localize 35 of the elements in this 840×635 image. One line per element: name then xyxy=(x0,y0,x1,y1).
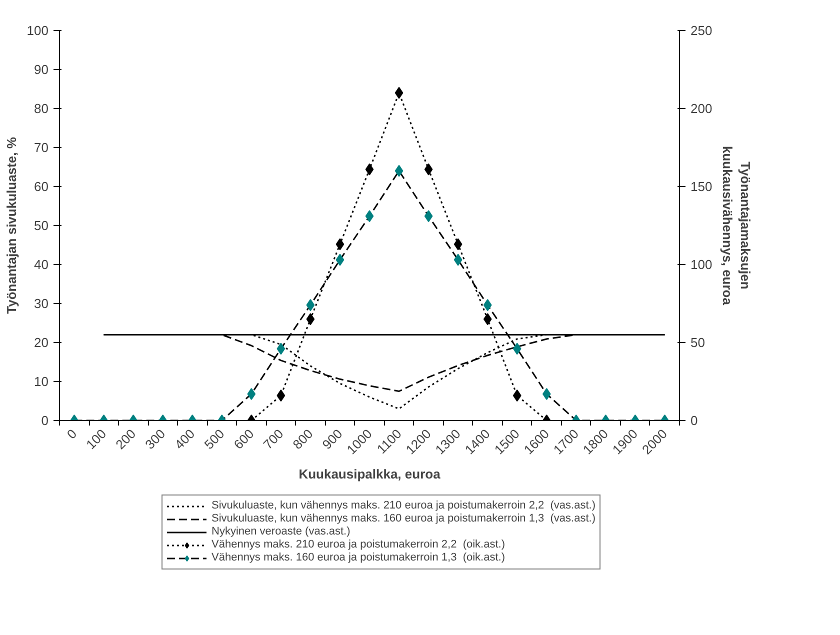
x-tick-label: 600 xyxy=(230,426,257,452)
y2-tick-label: 100 xyxy=(690,257,712,272)
y-tick-label: 100 xyxy=(26,23,49,38)
legend-label: Nykyinen veroaste (vas.ast.) xyxy=(212,525,350,538)
x-tick-label: 200 xyxy=(112,426,139,452)
y-tick-label: 0 xyxy=(41,413,49,428)
x-tick-label: 300 xyxy=(142,426,168,452)
legend-label: Vähennys maks. 160 euroa ja poistumakerroin 1,3 (oik.ast.) xyxy=(212,551,505,564)
y2-tick-label: 50 xyxy=(690,335,705,350)
legend-label: Sivukuluaste, kun vähennys maks. 210 euroa ja poistumakerroin 2,2 (vas.ast.) xyxy=(212,499,596,512)
y-tick-label: 90 xyxy=(34,62,49,77)
y2-axis-title: Työnantajamaksujen kuukausivähennys, euroa xyxy=(720,146,754,306)
legend-label: Sivukuluaste, kun vähennys maks. 160 euroa ja poistumakerroin 1,3 (vas.ast.) xyxy=(212,512,596,525)
y-tick-label: 20 xyxy=(34,335,49,350)
y-tick-label: 40 xyxy=(34,257,49,272)
y-tick-label: 10 xyxy=(34,374,49,389)
y2-tick-label: 200 xyxy=(690,101,712,116)
x-tick-label: 500 xyxy=(201,426,228,452)
y-axis-title: Työnantajan sivukuluaste, % xyxy=(4,136,19,314)
y-tick-label: 70 xyxy=(34,140,49,155)
x-tick-label: 700 xyxy=(260,426,286,452)
y2-tick-label: 250 xyxy=(690,23,712,38)
x-tick-label: 400 xyxy=(172,426,198,452)
y-tick-label: 80 xyxy=(34,101,49,116)
x-tick-label: 800 xyxy=(290,426,316,452)
y2-tick-label: 150 xyxy=(690,179,712,194)
y2-tick-label: 0 xyxy=(690,413,698,428)
x-tick-label: 0 xyxy=(64,426,80,442)
x-axis-title: Kuukausipalkka, euroa xyxy=(298,466,442,482)
y-tick-label: 30 xyxy=(34,296,49,311)
legend-label: Vähennys maks. 210 euroa ja poistumakerroin 2,2 (oik.ast.) xyxy=(212,538,505,551)
x-tick-label: 900 xyxy=(319,426,346,452)
y-tick-label: 50 xyxy=(34,218,49,233)
x-tick-label: 100 xyxy=(83,426,110,452)
y-tick-label: 60 xyxy=(34,179,49,194)
